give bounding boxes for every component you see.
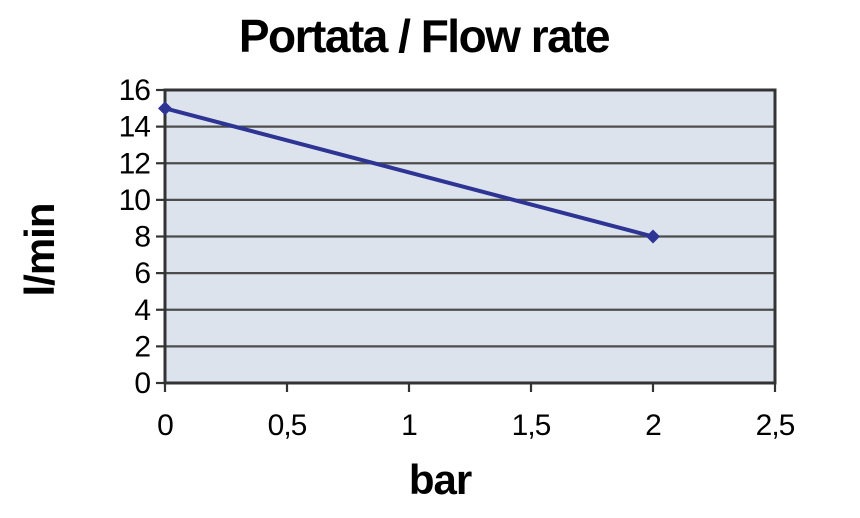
y-tick-label: 12 [119,147,151,180]
x-tick-label: 0 [157,409,173,442]
y-tick-label: 6 [134,257,150,290]
y-tick-label: 4 [134,294,150,327]
x-tick-label: 0,5 [268,409,307,442]
y-tick-label: 8 [134,221,150,254]
chart-title: Portata / Flow rate [238,10,611,62]
y-tick-label: 10 [119,184,151,217]
plot-border [163,88,777,385]
x-tick-label: 1,5 [512,409,551,442]
x-tick-label: 1 [401,409,417,442]
y-tick-label: 0 [134,367,150,400]
data-point-marker [646,229,660,244]
data-point-marker [158,101,172,116]
x-tick-label: 2 [645,409,661,442]
y-tick-label: 2 [134,330,150,363]
y-tick-label: 16 [119,74,151,107]
x-tick-label: 2,5 [756,409,795,442]
data-line [163,106,655,239]
x-axis-title: bar [408,456,472,503]
y-tick-label: 14 [119,111,151,144]
